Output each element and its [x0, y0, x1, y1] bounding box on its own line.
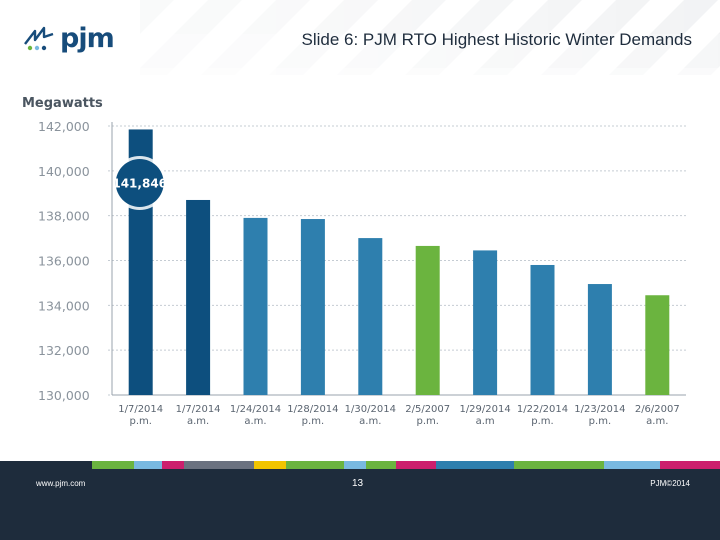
stripe-segment [184, 461, 254, 469]
bar [587, 284, 612, 395]
y-tick-label: 130,000 [38, 388, 90, 403]
bar [358, 238, 383, 395]
bar [530, 264, 555, 395]
x-tick-label: p.m. [129, 416, 151, 427]
callout-value: 141,846 [112, 177, 167, 191]
bar [300, 219, 325, 395]
x-tick-label: 1/7/2014 [176, 404, 221, 415]
stripe-segment [92, 461, 134, 469]
x-tick-label: a.m. [359, 416, 381, 427]
pjm-logo-icon [24, 26, 54, 51]
y-tick-label: 142,000 [38, 119, 90, 134]
y-tick-label: 134,000 [38, 298, 90, 313]
pjm-logo-text: pjm [60, 22, 115, 54]
page-number: 13 [352, 478, 364, 489]
stripe-segment [514, 461, 604, 469]
x-tick-label: a.m. [646, 416, 668, 427]
x-tick-label: a.m [476, 416, 495, 427]
bar-chart: Megawatts 130,000 132,000 134,000 136,000 13… [22, 96, 686, 427]
y-tick-label: 138,000 [38, 209, 90, 224]
stripe-segment [604, 461, 660, 469]
stripe-segment [366, 461, 396, 469]
peak-value-callout: 141,846 [112, 156, 167, 210]
x-tick-label: 1/30/2014 [345, 404, 396, 415]
x-tick-label: 1/29/2014 [459, 404, 510, 415]
x-tick-label: p.m. [531, 416, 553, 427]
stripe-segment [286, 461, 344, 469]
footer-color-stripe [0, 461, 720, 469]
footer: www.pjm.com 13 PJM©2014 [0, 469, 720, 540]
bar [186, 199, 211, 395]
y-tick-label: 136,000 [38, 254, 90, 269]
y-tick-label: 132,000 [38, 343, 90, 358]
x-tick-label: a.m. [244, 416, 266, 427]
bar [415, 245, 440, 395]
x-tick-label: p.m. [416, 416, 438, 427]
bar [473, 250, 498, 395]
stripe-segment [134, 461, 162, 469]
stripe-segment [436, 461, 514, 469]
header-triangle-pattern [140, 0, 720, 75]
slide-title: Slide 6: PJM RTO Highest Historic Winter… [301, 30, 693, 49]
x-tick-label: 1/7/2014 [118, 404, 163, 415]
stripe-segment [396, 461, 436, 469]
x-tick-label: 1/24/2014 [230, 404, 281, 415]
footer-copyright: PJM©2014 [650, 479, 690, 488]
x-tick-label: p.m. [589, 416, 611, 427]
stripe-segment [0, 461, 92, 469]
stripe-segment [660, 461, 720, 469]
x-tick-label: 1/22/2014 [517, 404, 568, 415]
x-tick-label: p.m. [302, 416, 324, 427]
x-tick-label: 1/28/2014 [287, 404, 338, 415]
stripe-segment [162, 461, 184, 469]
x-tick-label: 2/5/2007 [405, 404, 450, 415]
pjm-logo: pjm [22, 22, 115, 54]
x-tick-label: 2/6/2007 [635, 404, 680, 415]
bar [243, 217, 268, 395]
stripe-segment [254, 461, 286, 469]
footer-url: www.pjm.com [36, 479, 86, 488]
x-tick-label: a.m. [187, 416, 209, 427]
y-axis-label: Megawatts [22, 96, 103, 111]
y-tick-label: 140,000 [38, 164, 90, 179]
stripe-segment [344, 461, 366, 469]
bar [645, 295, 670, 395]
x-tick-label: 1/23/2014 [574, 404, 625, 415]
